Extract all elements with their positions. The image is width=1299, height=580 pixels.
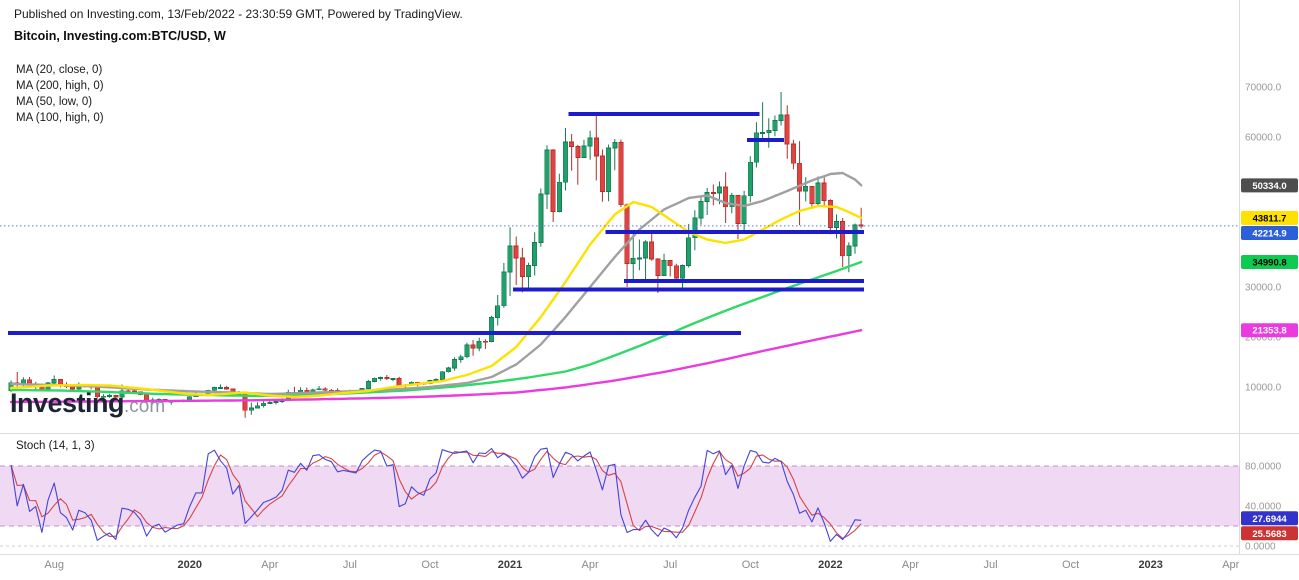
svg-text:21353.8: 21353.8 (1252, 326, 1286, 337)
price-tags: 50334.0 43811.7 42214.9 34990.8 21353.8 27.69… (1241, 178, 1298, 541)
price-tag-42214.9: 42214.9 (1241, 225, 1298, 240)
svg-text:Oct: Oct (421, 559, 438, 571)
svg-text:43811.7: 43811.7 (1253, 213, 1287, 224)
stoch-band (0, 465, 1240, 547)
investing-logo: Investing.com (10, 388, 165, 419)
svg-text:27.6944: 27.6944 (1252, 514, 1287, 525)
support-resistance-lines (8, 112, 865, 335)
time-axis: Aug 2020 Apr Jul Oct 2021 Apr Jul Oct 2022 Apr Jul O… (44, 559, 1239, 571)
svg-text:34990.8: 34990.8 (1252, 258, 1286, 269)
stoch-indicator-label: Stoch (14, 1, 3) (16, 440, 95, 452)
ma-label-100-high: MA (100, high, 0) (16, 112, 104, 124)
svg-text:70000.0: 70000.0 (1245, 83, 1282, 94)
svg-text:2023: 2023 (1138, 559, 1162, 571)
candles (8, 92, 864, 418)
svg-text:Apr: Apr (1222, 559, 1239, 571)
svg-text:42214.9: 42214.9 (1252, 228, 1286, 239)
investing-logo-light: .com (124, 396, 166, 417)
svg-text:40.0000: 40.0000 (1245, 502, 1282, 513)
svg-text:25.5683: 25.5683 (1252, 529, 1286, 540)
price-tag-21353.8: 21353.8 (1241, 323, 1298, 338)
svg-text:Apr: Apr (261, 559, 278, 571)
svg-text:80.0000: 80.0000 (1245, 462, 1282, 473)
svg-text:10000.0: 10000.0 (1245, 383, 1282, 394)
svg-text:Oct: Oct (1062, 559, 1079, 571)
svg-text:Apr: Apr (902, 559, 919, 571)
svg-text:2022: 2022 (818, 559, 842, 571)
ma-line-ma_magenta (9, 329, 863, 404)
svg-text:20000.0: 20000.0 (1245, 333, 1282, 344)
ma-line-ma_yellow (9, 200, 863, 399)
svg-text:2021: 2021 (498, 559, 522, 571)
svg-text:0.0000: 0.0000 (1245, 542, 1276, 553)
svg-text:60000.0: 60000.0 (1245, 133, 1282, 144)
ma-legend: MA (20, close, 0) MA (200, high, 0) MA (… (16, 62, 104, 126)
stoch-tag-25.5683: 25.5683 (1241, 526, 1298, 541)
svg-text:Jul: Jul (663, 559, 677, 571)
stoch-k-line (10, 447, 862, 542)
svg-text:Apr: Apr (582, 559, 599, 571)
price-tag-43811.7: 43811.7 (1241, 210, 1298, 225)
symbol-title: Bitcoin, Investing.com:BTC/USD, W (14, 29, 226, 43)
ma-label-50-low: MA (50, low, 0) (16, 96, 93, 108)
svg-text:50334.0: 50334.0 (1252, 181, 1286, 192)
svg-text:30000.0: 30000.0 (1245, 283, 1282, 294)
svg-text:Jul: Jul (343, 559, 357, 571)
price-tag-50334.0: 50334.0 (1241, 178, 1298, 193)
svg-text:Aug: Aug (44, 559, 64, 571)
svg-text:Oct: Oct (742, 559, 759, 571)
published-line: Published on Investing.com, 13/Feb/2022 … (14, 7, 463, 21)
price-tag-34990.8: 34990.8 (1241, 255, 1298, 270)
investing-logo-bold: Investing (10, 388, 125, 418)
ma-label-20-close: MA (20, close, 0) (16, 64, 103, 76)
price-axis-ticks: 70000.0 60000.0 30000.0 20000.0 10000.0 80.00… (1245, 83, 1282, 553)
ma-label-200-high: MA (200, high, 0) (16, 80, 104, 92)
panel-dividers (0, 0, 1299, 555)
svg-text:Jul: Jul (983, 559, 997, 571)
stoch-tag-27.6944: 27.6944 (1241, 511, 1298, 526)
ma-line-ma_green (9, 260, 863, 398)
svg-text:2020: 2020 (177, 559, 201, 571)
